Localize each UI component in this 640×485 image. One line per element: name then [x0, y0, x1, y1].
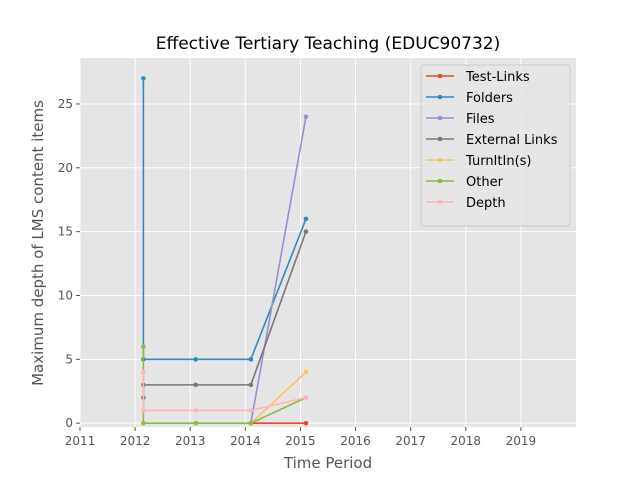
- legend-item: Test-Links: [426, 70, 530, 85]
- series-line: [250, 115, 307, 424]
- data-point: [141, 420, 146, 426]
- grid-lines: [79, 58, 576, 427]
- legend-label: Other: [466, 175, 504, 190]
- legend-item: External Links: [426, 133, 558, 148]
- legend: Test-Links Folders Files External Links Turn…: [420, 64, 571, 227]
- legend-label: TurnItIn(s): [465, 154, 531, 169]
- legend-label: Folders: [466, 91, 513, 106]
- legend-swatch-marker: [437, 178, 443, 184]
- legend-swatch-marker: [437, 199, 443, 205]
- x-tick-label: 2014: [230, 434, 261, 448]
- legend-swatch-marker: [437, 73, 443, 79]
- legend-box: [420, 64, 571, 227]
- data-point: [248, 420, 254, 426]
- data-point: [248, 382, 254, 388]
- data-point: [303, 369, 309, 375]
- legend-label: External Links: [466, 133, 558, 148]
- legend-swatch-marker: [437, 94, 443, 100]
- legend-item: Depth: [426, 196, 506, 211]
- chart-title: Effective Tertiary Teaching (EDUC90732): [156, 34, 500, 54]
- series-lines: [141, 76, 309, 426]
- y-tick-label: 5: [65, 352, 73, 366]
- data-point: [303, 114, 309, 120]
- series-folders: [141, 76, 309, 362]
- y-tick-label: 25: [58, 97, 73, 111]
- legend-item: Files: [426, 112, 495, 127]
- x-tick-label: 2012: [120, 434, 151, 448]
- data-point: [303, 229, 309, 234]
- data-point: [141, 76, 146, 81]
- legend-item: Other: [426, 175, 504, 190]
- legend-swatch-marker: [437, 157, 443, 163]
- x-tick-label: 2015: [285, 434, 316, 448]
- axes: 2011 2012 2013 2014 2015 2016 2017 2018 20190510…: [58, 97, 536, 448]
- legend-swatch-marker: [437, 115, 443, 121]
- x-axis-label: Time Period: [283, 454, 372, 472]
- data-point: [193, 382, 199, 388]
- data-point: [193, 408, 199, 413]
- data-point: [193, 357, 199, 362]
- x-tick-label: 2013: [175, 434, 206, 448]
- data-point: [303, 216, 309, 222]
- data-point: [248, 408, 254, 413]
- x-tick-label: 2016: [340, 434, 371, 448]
- series-depth: [141, 369, 309, 413]
- data-point: [303, 420, 309, 426]
- x-tick-label: 2017: [395, 434, 426, 448]
- y-tick-label: 20: [58, 161, 73, 175]
- y-axis-label: Maximum depth of LMS content items: [29, 100, 47, 386]
- legend-label: Test-Links: [465, 70, 530, 85]
- legend-label: Files: [466, 112, 495, 127]
- data-point: [193, 420, 199, 426]
- legend-item: TurnItIn(s): [426, 154, 531, 169]
- legend-item: Folders: [426, 91, 513, 106]
- data-point: [141, 408, 146, 413]
- data-point: [141, 344, 146, 349]
- x-tick-label: 2011: [65, 434, 96, 448]
- data-point: [303, 395, 309, 400]
- y-tick-label: 10: [58, 288, 73, 302]
- data-point: [248, 357, 254, 362]
- x-tick-label: 2018: [451, 434, 482, 448]
- legend-label: Depth: [466, 196, 506, 211]
- series-line: [250, 371, 307, 424]
- y-tick-label: 0: [65, 416, 73, 430]
- y-tick-label: 15: [58, 225, 73, 239]
- x-tick-label: 2019: [506, 434, 537, 448]
- legend-swatch-marker: [437, 136, 443, 142]
- data-point: [141, 369, 146, 375]
